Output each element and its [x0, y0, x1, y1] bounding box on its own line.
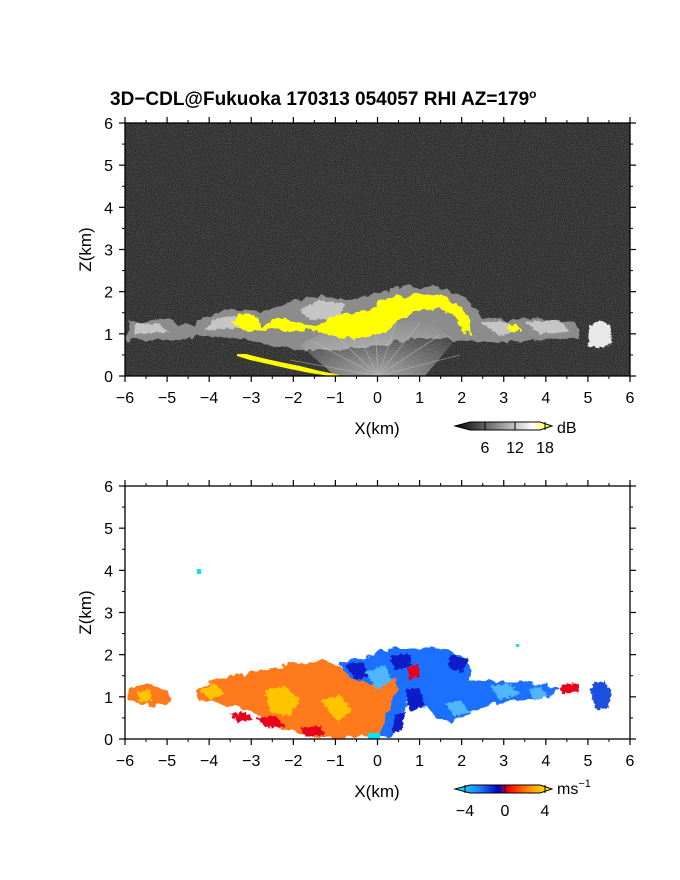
x-tick-label: 0: [373, 753, 382, 770]
velocity-xlabel: X(km): [354, 782, 399, 801]
reflectivity-xlabel: X(km): [354, 419, 399, 438]
velocity-colorbar-unit-exponent: −1: [578, 778, 591, 790]
x-tick-label: −5: [158, 753, 176, 770]
velocity-colorbar-unit-base: ms: [557, 781, 578, 798]
ray-streak: [309, 339, 379, 376]
reflectivity-colorbar-bar: [453, 421, 554, 431]
x-tick-label: −3: [242, 390, 260, 407]
x-tick-label: 1: [415, 390, 424, 407]
reflectivity-ylabel: Z(km): [76, 227, 95, 271]
y-tick-label: 6: [104, 116, 113, 133]
x-tick-label: −6: [116, 390, 134, 407]
x-tick-label: 5: [583, 390, 592, 407]
velocity-colorbar-unit: ms−1: [557, 778, 591, 798]
x-tick-label: 0: [373, 390, 382, 407]
x-tick-label: −5: [158, 390, 176, 407]
x-tick-label: 6: [626, 753, 635, 770]
chart-title: 3D−CDL@Fukuoka 170313 054057 RHI AZ=179o: [110, 87, 537, 110]
ray-streak: [377, 317, 399, 376]
colorbar-tick-label: 12: [506, 440, 524, 457]
velocity-axes: −6 −5 −4 −3 −2 −1 0 1 2 3 4 5 6 0 1 2 3 4 5 6: [104, 479, 636, 770]
reflectivity-plot-area: [125, 123, 630, 376]
velocity-plot-area: [125, 486, 630, 739]
y-tick-label: 2: [104, 285, 113, 302]
light-blue-region: [365, 665, 548, 716]
y-tick-label: 0: [104, 732, 113, 749]
x-tick-label: −1: [326, 390, 344, 407]
cyan-surface-point: [368, 733, 380, 739]
velocity-colorbar: ms−1 −4 0 4: [453, 778, 591, 820]
ray-streak: [377, 321, 421, 376]
x-tick-label: −4: [200, 753, 218, 770]
ray-streak: [377, 334, 441, 376]
y-tick-label: 6: [104, 479, 113, 496]
isolated-point: [197, 569, 201, 574]
yellow-echo-spot: [506, 324, 522, 332]
y-tick-label: 3: [104, 243, 113, 260]
x-tick-label: 2: [457, 390, 466, 407]
velocity-colorbar-bar: [453, 784, 554, 794]
y-tick-label: 0: [104, 369, 113, 386]
y-tick-label: 4: [104, 563, 113, 580]
ray-streaks: [289, 317, 461, 376]
yellow-echo-band: [232, 294, 472, 340]
x-tick-label: −2: [284, 390, 302, 407]
x-tick-label: 6: [626, 390, 635, 407]
x-tick-label: −4: [200, 390, 218, 407]
x-tick-label: −3: [242, 753, 260, 770]
chart-title-superscript: o: [529, 87, 536, 101]
colorbar-tick-label: −4: [456, 803, 474, 820]
ray-streak: [377, 354, 461, 376]
x-tick-label: 3: [499, 753, 508, 770]
velocity-colorbar-ticks: −4 0 4: [456, 785, 550, 820]
low-level-echo: [237, 354, 340, 376]
x-tick-label: −2: [284, 753, 302, 770]
grey-cloud-highlights: [135, 300, 570, 336]
reflectivity-colorbar: dB 6 12 18: [453, 420, 577, 457]
isolated-point-small: [516, 644, 519, 647]
chart-title-text: 3D−CDL@Fukuoka 170313 054057 RHI AZ=179: [110, 89, 529, 110]
colorbar-tick-label: 0: [501, 803, 510, 820]
velocity-ylabel: Z(km): [76, 590, 95, 634]
colorbar-tick-label: 6: [481, 440, 490, 457]
velocity-panel: −6 −5 −4 −3 −2 −1 0 1 2 3 4 5 6 0 1 2 3 4 5 6 X(km) Z(km) m…: [76, 479, 636, 820]
x-tick-label: −1: [326, 753, 344, 770]
reflectivity-colorbar-ticks: 6 12 18: [481, 422, 554, 457]
colorbar-tick-label: 4: [541, 803, 550, 820]
isolated-echo: [588, 320, 612, 348]
colorbar-tick-label: 18: [536, 440, 554, 457]
x-tick-label: 3: [499, 390, 508, 407]
reflectivity-axes: −6 −5 −4 −3 −2 −1 0 1 2 3 4 5 6 0 1 2 3 4 5 6: [104, 116, 636, 407]
isolated-blue-echo: [590, 682, 612, 710]
y-tick-label: 1: [104, 690, 113, 707]
x-tick-label: 1: [415, 753, 424, 770]
reflectivity-colorbar-unit: dB: [557, 420, 577, 437]
x-tick-label: 2: [457, 753, 466, 770]
x-tick-label: 5: [583, 753, 592, 770]
x-tick-label: 4: [541, 753, 550, 770]
y-tick-label: 4: [104, 200, 113, 217]
y-tick-label: 3: [104, 606, 113, 623]
negative-velocity-core: [345, 654, 468, 734]
y-tick-label: 1: [104, 327, 113, 344]
x-tick-label: −6: [116, 753, 134, 770]
y-tick-label: 5: [104, 521, 113, 538]
x-tick-label: 4: [541, 390, 550, 407]
y-tick-label: 2: [104, 648, 113, 665]
ray-streak: [289, 359, 379, 376]
y-tick-label: 5: [104, 158, 113, 175]
ray-streak: [329, 329, 379, 376]
